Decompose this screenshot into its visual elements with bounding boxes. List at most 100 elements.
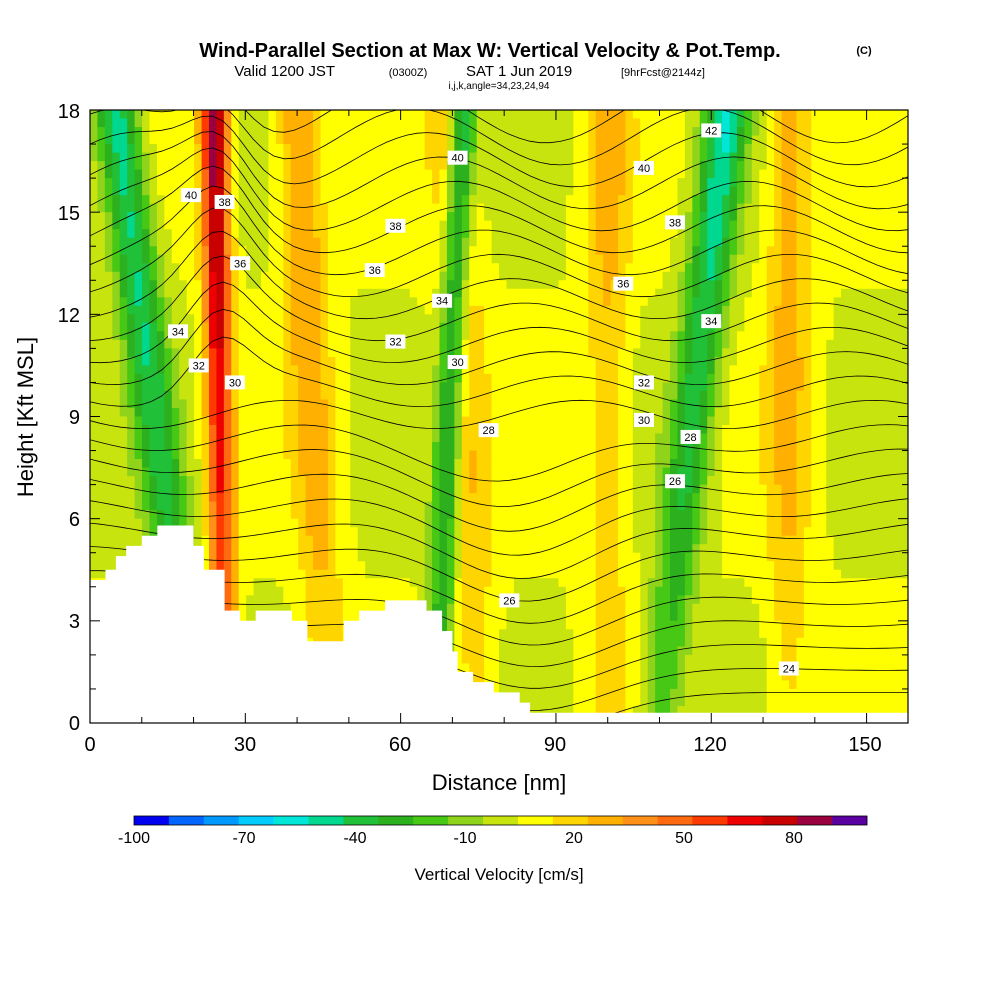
isentrope-label-bg	[188, 358, 209, 373]
copyright-mark: (C)	[856, 45, 872, 57]
chart-title: Wind-Parallel Section at Max W: Vertical…	[199, 40, 780, 62]
axis-ticks	[89, 109, 908, 724]
isentrope-label: 34	[705, 316, 717, 328]
isentrope-label: 32	[389, 337, 401, 349]
colorbar-tick-label: -10	[453, 830, 476, 847]
colorbar-swatch	[797, 816, 833, 825]
colorbar-swatch	[413, 816, 449, 825]
colorbar-swatch	[587, 816, 623, 825]
subtitle-utc: (0300Z)	[389, 67, 428, 79]
isentrope-label: 30	[229, 377, 241, 389]
isentrope-label: 36	[234, 258, 246, 270]
y-tick-label: 18	[58, 101, 80, 123]
subtitle-valid: Valid 1200 JST	[234, 63, 335, 80]
isentrope-label-bg	[665, 474, 686, 489]
isentrope-label-bg	[364, 263, 385, 278]
x-tick-label: 150	[848, 734, 881, 756]
colorbar-swatch	[308, 816, 344, 825]
isentrope-label-bg	[230, 256, 251, 271]
isentrope-label-bg	[633, 412, 654, 427]
isentrope-label-bg	[680, 429, 701, 444]
colorbar-swatch	[273, 816, 309, 825]
x-axis-label: Distance [nm]	[432, 770, 567, 795]
isentrope-label-bg	[447, 150, 468, 165]
y-tick-label: 3	[69, 611, 80, 633]
y-tick-label: 15	[58, 203, 80, 225]
colorbar-swatch	[762, 816, 798, 825]
colorbar-tick-label: 50	[675, 830, 693, 847]
potential-temperature-contours	[90, 110, 908, 723]
isentrope-label: 32	[638, 377, 650, 389]
isentrope-label: 38	[218, 197, 230, 209]
colorbar-swatch	[727, 816, 763, 825]
colorbar-tick-label: -70	[232, 830, 255, 847]
colorbar-swatch	[134, 816, 170, 825]
isentrope-label-bg	[224, 375, 245, 390]
isentrope-label-bg	[701, 123, 722, 138]
isentrope-label: 36	[617, 279, 629, 291]
isentrope-label: 40	[451, 153, 463, 165]
y-tick-labels: 0 3 6 9 12 15 18	[58, 101, 80, 735]
indices-line: i,j,k,angle=34,23,24,94	[449, 81, 550, 92]
isentrope-labels: 40 38 36 34 32 30 38 36 34 32 30 40 28 26 42 40 38 36 34 32…	[168, 123, 799, 676]
isentrope-label-bg	[447, 355, 468, 370]
isentrope-label-bg	[633, 160, 654, 175]
colorbar-swatch	[832, 816, 868, 825]
isentrope-label-bg	[778, 661, 799, 676]
isentrope-label: 32	[193, 360, 205, 372]
isentrope-label-bg	[665, 215, 686, 230]
colorbar-swatch	[378, 816, 414, 825]
colorbar-swatch	[517, 816, 554, 825]
y-tick-label: 6	[69, 509, 80, 531]
isentrope-label: 38	[669, 217, 681, 229]
isentrope-label-bg	[701, 314, 722, 329]
isentrope-label: 36	[369, 265, 381, 277]
isentrope-label: 42	[705, 125, 717, 137]
isentrope-label: 40	[185, 190, 197, 202]
isentrope-label-bg	[385, 218, 406, 233]
colorbar	[133, 815, 868, 826]
isentrope-label: 28	[483, 425, 495, 437]
isentrope-label: 30	[451, 357, 463, 369]
isentrope-label-bg	[214, 194, 235, 209]
isentrope-label: 40	[638, 163, 650, 175]
colorbar-tick-label: 80	[785, 830, 803, 847]
colorbar-swatch	[692, 816, 728, 825]
x-tick-labels: 0 30 60 90 120 150	[84, 734, 881, 756]
isentrope-label: 28	[684, 432, 696, 444]
isentrope-label: 26	[503, 595, 515, 607]
colorbar-swatch	[622, 816, 658, 825]
isentrope-label: 24	[783, 664, 795, 676]
isentrope-label: 26	[669, 476, 681, 488]
isentrope-label-bg	[385, 334, 406, 349]
subtitle-forecast: [9hrFcst@2144z]	[621, 67, 705, 79]
y-tick-label: 12	[58, 305, 80, 327]
colorbar-swatch	[483, 816, 519, 825]
colorbar-tick-label: -40	[343, 830, 366, 847]
x-tick-label: 90	[544, 734, 566, 756]
colorbar-tick-label: -100	[118, 830, 150, 847]
colorbar-tick-labels: -100 -70 -40 -10 20 50 80	[118, 830, 803, 847]
isentrope-label-bg	[168, 324, 189, 339]
terrain-mask	[90, 525, 908, 723]
x-tick-label: 0	[84, 734, 95, 756]
colorbar-swatch	[657, 816, 693, 825]
isentrope-label-bg	[432, 293, 453, 308]
x-tick-label: 120	[693, 734, 726, 756]
x-tick-label: 30	[234, 734, 256, 756]
colorbar-swatch	[168, 816, 205, 825]
isentrope-label: 30	[638, 415, 650, 427]
y-tick-label: 0	[69, 713, 80, 735]
colorbar-swatch	[343, 816, 379, 825]
subtitle-date: SAT 1 Jun 2019	[466, 63, 572, 80]
isentrope-label-bg	[633, 375, 654, 390]
colorbar-swatch	[448, 816, 484, 825]
x-tick-label: 60	[389, 734, 411, 756]
colorbar-title: Vertical Velocity [cm/s]	[414, 865, 583, 884]
isentrope-label: 34	[172, 326, 184, 338]
colorbar-swatch	[203, 816, 240, 825]
isentrope-label: 38	[389, 221, 401, 233]
isentrope-label-bg	[613, 276, 634, 291]
colorbar-swatch	[238, 816, 274, 825]
